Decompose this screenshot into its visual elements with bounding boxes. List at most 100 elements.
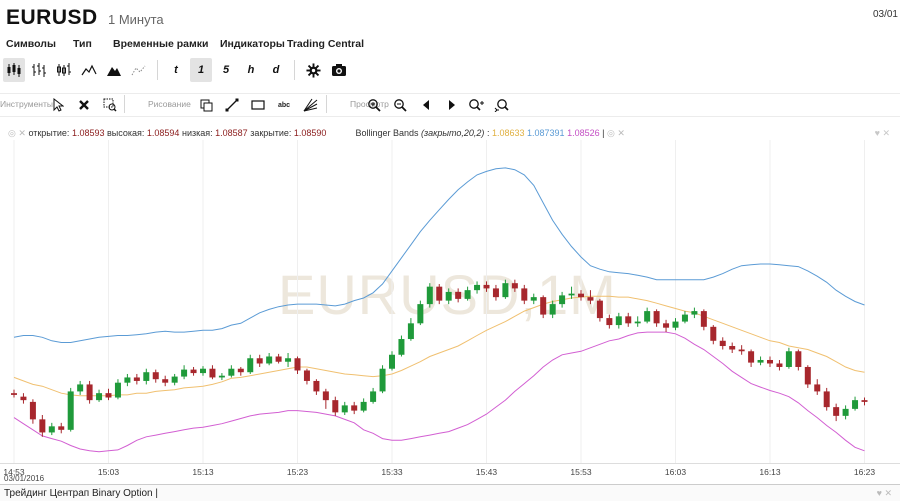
candles-icon[interactable] [3,58,25,82]
open-label: открытие: [28,128,70,138]
close-icon[interactable]: ✕ [882,128,890,138]
fan-tool-icon[interactable] [300,95,320,115]
menu-indicators[interactable]: Индикаторы [220,38,285,50]
candle [625,312,632,327]
candle-body [294,358,301,371]
drawing-toolbar: Инструменты Рисование abc Просмотр [0,93,900,117]
zoom-fit-icon[interactable] [466,95,486,115]
candle [833,403,840,422]
ohlc-legend: ◎ ✕ открытие: 1.08593 высокая: 1.08594 н… [8,128,625,138]
price-chart[interactable] [0,140,900,463]
close-icon[interactable]: ✕ [884,488,892,498]
rectangle-tool-icon[interactable] [248,95,268,115]
dots-icon[interactable] [128,58,150,82]
heart-icon[interactable]: ♥ [876,488,882,498]
scroll-right-icon[interactable] [442,95,462,115]
delete-icon[interactable] [74,95,94,115]
candle-body [767,359,773,364]
timeframe-tick[interactable]: t [174,64,178,76]
menu-trading-central[interactable]: Trading Central [287,38,365,50]
candle [738,345,745,355]
zoom-select-icon[interactable] [100,95,120,115]
candle [332,396,339,416]
candle-body [842,408,849,416]
line-tool-icon[interactable] [222,95,242,115]
candle [237,366,244,376]
candle [294,356,301,374]
zoom-out-icon[interactable] [390,95,410,115]
candle-body [833,407,840,416]
candle [615,312,622,329]
candle-body [77,384,84,392]
candle [313,379,320,395]
duplicate-icon[interactable] [196,95,216,115]
candle-body [814,384,821,392]
candle-body [795,351,802,367]
candle-body [389,354,395,369]
timeframe-1m[interactable]: 1 [190,58,212,82]
mountain-icon[interactable] [103,58,125,82]
candle [540,295,547,319]
candle-body [398,339,405,355]
candle-body [502,283,509,298]
heart-icon[interactable]: ♥ [874,128,880,138]
pointer-icon[interactable] [48,95,68,115]
candle [417,300,424,326]
menu-timeframes[interactable]: Временные рамки [113,38,209,50]
candle-body [691,311,698,315]
time-tick-label: 14:53 [3,467,25,477]
low-label: низкая: [181,128,213,138]
line-icon[interactable] [78,58,100,82]
text-tool-button[interactable]: abc [277,101,291,109]
candle-body [417,304,424,324]
candle-body [672,321,679,328]
candle [785,347,792,369]
candle-body [143,372,150,381]
camera-icon[interactable] [328,58,350,82]
candle [767,356,773,367]
candle-body [29,401,36,420]
candle [445,288,452,305]
eye-icon[interactable]: ◎ [606,128,615,138]
candle [86,380,93,404]
bottom-panel-label: Трейдинг Центрап Binary Option | [4,488,158,499]
gear-icon[interactable] [302,58,324,82]
candle [266,353,273,366]
candle [114,379,121,400]
scroll-left-icon[interactable] [416,95,436,115]
candle-body [852,400,859,409]
candle-body [549,304,556,315]
timeframe-5m[interactable]: 5 [222,64,230,76]
timeframe-hour[interactable]: h [247,64,255,76]
drawbar-separator [124,95,125,113]
candle-body [256,358,263,364]
candle-body [861,400,868,402]
candle [200,366,206,376]
close-icon[interactable]: ✕ [617,128,625,138]
hollow-bars-icon[interactable] [53,58,75,82]
candle [587,290,594,305]
candle [370,387,377,404]
candle-body [162,379,169,383]
candle-body [729,346,736,350]
reset-icon[interactable] [492,95,512,115]
candle-body [20,396,27,401]
time-tick-label: 15:03 [97,467,120,477]
candle [351,401,358,415]
close-icon[interactable]: ✕ [18,128,26,138]
candle-body [700,311,707,327]
menu-type[interactable]: Тип [73,38,92,50]
candle-body [606,318,613,326]
bars-icon[interactable] [28,58,50,82]
candle-body [407,323,414,340]
menu-symbols[interactable]: Символы [6,38,56,50]
zoom-in-icon[interactable] [364,95,384,115]
eye-icon[interactable]: ◎ [8,128,16,138]
timeframe-day[interactable]: d [272,64,280,76]
candle-body [322,391,329,401]
bb-mid-value: 1.08633 [491,128,525,138]
candle [209,365,216,380]
candle [842,405,849,420]
candle [190,366,197,376]
candle-body [615,316,622,326]
